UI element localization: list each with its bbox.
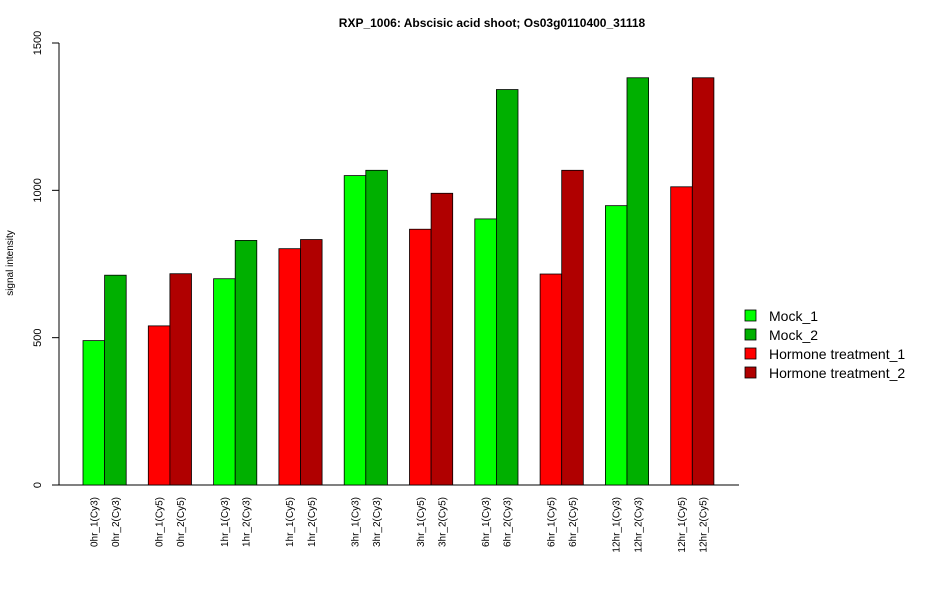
x-tick-label: 3hr_1(Cy3) bbox=[351, 497, 362, 547]
bar bbox=[365, 169, 388, 486]
x-tick-label: 3hr_2(Cy3) bbox=[372, 497, 383, 547]
x-tick-label: 12hr_2(Cy5) bbox=[699, 497, 710, 553]
legend-swatch bbox=[744, 309, 757, 322]
y-tick-label: 1500 bbox=[32, 31, 44, 55]
x-tick-label: 3hr_1(Cy5) bbox=[416, 497, 427, 547]
x-tick-label: 12hr_2(Cy3) bbox=[633, 497, 644, 553]
bar bbox=[147, 325, 171, 486]
legend-label: Mock_2 bbox=[769, 327, 818, 343]
x-tick-label: 6hr_1(Cy3) bbox=[481, 497, 492, 547]
x-tick-label: 12hr_1(Cy5) bbox=[677, 497, 688, 553]
legend-swatch bbox=[744, 328, 757, 341]
bars-group bbox=[82, 77, 715, 486]
category-labels: 0hr_1(Cy3) 0hr_2(Cy3) 0hr_1(Cy5) 0hr_2(Cy5)… bbox=[89, 497, 709, 553]
bar bbox=[561, 169, 584, 486]
bar bbox=[169, 273, 192, 486]
x-tick-label: 6hr_1(Cy5) bbox=[546, 497, 557, 547]
x-tick-label: 0hr_1(Cy3) bbox=[89, 497, 100, 547]
y-tick-label: 1000 bbox=[32, 178, 44, 202]
bar bbox=[670, 186, 693, 486]
x-tick-label: 0hr_1(Cy5) bbox=[155, 497, 166, 547]
x-tick-label: 1hr_1(Cy5) bbox=[285, 497, 296, 547]
x-tick-label: 1hr_1(Cy3) bbox=[220, 497, 231, 547]
x-tick-label: 1hr_2(Cy3) bbox=[242, 497, 253, 547]
y-tick-label: 500 bbox=[32, 328, 44, 346]
y-axis-label: signal intensity bbox=[5, 230, 16, 296]
chart-title: RXP_1006: Abscisic acid shoot; Os03g0110… bbox=[339, 16, 646, 30]
x-tick-label: 6hr_2(Cy3) bbox=[503, 497, 514, 547]
bar bbox=[234, 240, 258, 486]
legend: Mock_1 Mock_2 Hormone treatment_1 Hormone t… bbox=[744, 308, 905, 381]
bar bbox=[343, 175, 367, 486]
legend-label: Mock_1 bbox=[769, 308, 818, 324]
bar bbox=[474, 218, 497, 486]
x-tick-label: 12hr_1(Cy3) bbox=[612, 497, 623, 553]
bar bbox=[82, 340, 106, 486]
bar bbox=[605, 205, 628, 486]
bar bbox=[104, 274, 127, 486]
bar bbox=[430, 192, 454, 486]
legend-label: Hormone treatment_2 bbox=[769, 365, 905, 381]
bar bbox=[691, 77, 715, 486]
x-tick-label: 0hr_2(Cy3) bbox=[111, 497, 122, 547]
bar bbox=[495, 89, 519, 486]
legend-label: Hormone treatment_1 bbox=[769, 346, 905, 362]
x-tick-label: 1hr_2(Cy5) bbox=[307, 497, 318, 547]
bar bbox=[409, 228, 432, 486]
bar bbox=[278, 248, 301, 486]
legend-swatch bbox=[744, 347, 757, 360]
bar bbox=[213, 278, 236, 486]
x-tick-label: 0hr_2(Cy5) bbox=[176, 497, 187, 547]
x-tick-label: 6hr_2(Cy5) bbox=[568, 497, 579, 547]
bar bbox=[539, 273, 563, 486]
bar bbox=[626, 77, 650, 486]
y-axis: 0 500 1000 1500 bbox=[32, 31, 60, 488]
bar bbox=[300, 239, 323, 486]
legend-swatch bbox=[744, 366, 757, 379]
x-tick-label: 3hr_2(Cy5) bbox=[437, 497, 448, 547]
y-tick-label: 0 bbox=[32, 482, 44, 488]
